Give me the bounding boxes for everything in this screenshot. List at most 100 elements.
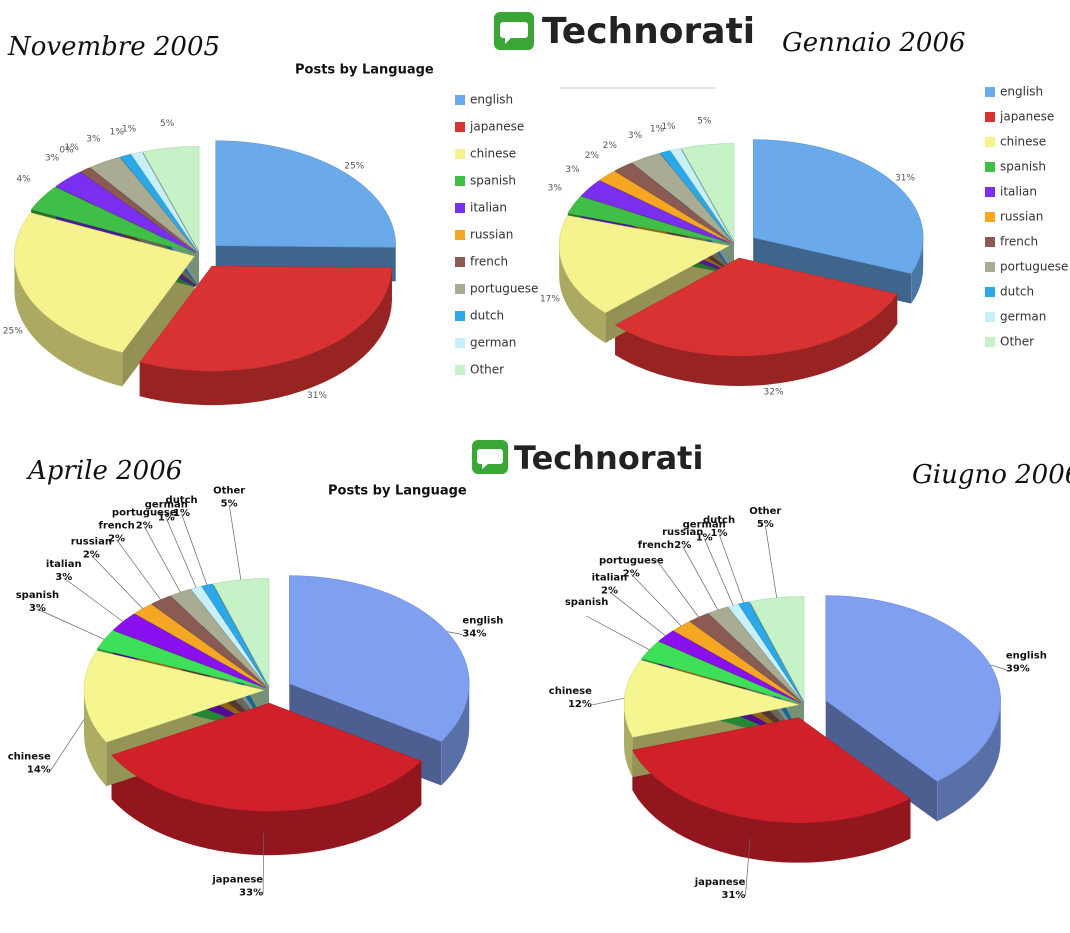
leader-line	[655, 558, 699, 618]
legend-label: english	[1000, 85, 1043, 99]
data-label: 3%	[565, 165, 580, 175]
slice	[672, 621, 802, 703]
slice-wall	[84, 690, 107, 787]
data-label-name: Other	[749, 506, 781, 517]
chart-subtitle: Posts by Language	[295, 63, 434, 78]
data-label-name: italian	[46, 559, 82, 570]
legend-label: italian	[1000, 185, 1037, 199]
legend-label: Other	[470, 363, 504, 377]
data-label: 3%	[29, 603, 46, 614]
data-label: 14%	[27, 764, 51, 775]
data-label: 31%	[721, 890, 745, 901]
leader-line	[181, 513, 208, 586]
legend-label: portuguese	[470, 282, 538, 296]
data-label: 1%	[122, 125, 137, 135]
slice-side	[122, 256, 195, 387]
logo-text: Technorati	[542, 11, 755, 52]
data-label: 2%	[601, 586, 618, 597]
data-label: 4%	[16, 175, 31, 185]
leader-line	[50, 718, 85, 771]
leader-line	[446, 631, 463, 635]
data-label-name: dutch	[703, 515, 735, 526]
data-label: 2%	[83, 549, 100, 560]
pie-labels: english 39% japanese 31% chinese 12% spanish it…	[549, 506, 1047, 901]
leader-line	[262, 833, 265, 894]
data-label: 39%	[1006, 664, 1030, 675]
legend-label: russian	[470, 228, 513, 242]
legend-label: french	[1000, 235, 1038, 249]
data-label: 1%	[711, 528, 728, 539]
data-label-name: chinese	[549, 686, 592, 697]
legend-label: dutch	[1000, 285, 1034, 299]
legend-swatch	[455, 122, 465, 132]
pie-labels: 31%32%17%3%3%2%2%3%1%1%5%	[540, 117, 916, 398]
legend-swatch	[985, 262, 995, 272]
data-label: 3%	[628, 131, 643, 141]
legend-swatch	[985, 112, 995, 122]
slice	[558, 215, 730, 314]
slice-wall	[624, 704, 633, 778]
slice	[142, 146, 200, 253]
logo-bubble	[500, 22, 528, 44]
data-label: 1%	[158, 512, 175, 523]
data-label: 5%	[160, 119, 175, 129]
slice	[749, 596, 805, 702]
leader-line	[591, 697, 625, 706]
data-label: 17%	[540, 294, 560, 304]
slice	[614, 257, 898, 357]
slice	[614, 162, 732, 243]
legend-label: dutch	[470, 309, 504, 323]
leader-line	[718, 533, 745, 603]
legend-swatch	[985, 212, 995, 222]
pie-labels: 25%31%25%4%3%0%1%3%1%1%5%	[3, 119, 365, 401]
data-label-name: german	[683, 519, 726, 530]
data-label-name: english	[462, 616, 503, 627]
data-label-name: russian	[71, 536, 112, 547]
data-label-name: portuguese	[599, 555, 664, 566]
slice	[825, 595, 1001, 782]
leader-line	[116, 539, 161, 600]
leader-line	[37, 608, 105, 640]
slice	[631, 152, 733, 243]
slice-wall	[632, 750, 911, 863]
slice-wall	[111, 755, 422, 856]
chart-title: Aprile 2006	[26, 456, 182, 486]
slice	[201, 583, 269, 687]
slice	[30, 186, 196, 254]
data-label-name: chinese	[8, 751, 51, 762]
legend-swatch	[455, 95, 465, 105]
slice-wall	[441, 683, 470, 786]
leader-line	[228, 504, 242, 580]
slice	[55, 171, 196, 253]
leader-line	[143, 526, 181, 593]
legend-swatch	[455, 365, 465, 375]
pie-chart: Novembre 2005 Posts by Language 25% 31% 25% 4…	[3, 32, 538, 406]
slice	[289, 575, 470, 742]
data-label: 1%	[661, 122, 676, 132]
slice	[170, 588, 268, 688]
data-label-name: japanese	[211, 875, 263, 886]
legend-swatch	[985, 87, 995, 97]
slice	[632, 717, 911, 823]
legend-label: portuguese	[1000, 260, 1068, 274]
data-label: 5%	[221, 499, 238, 510]
data-label: 5%	[757, 519, 774, 530]
legend-label: german	[470, 336, 516, 350]
pie-chart: Giugno 2006 english 39% japanese 31% chinese 1…	[549, 460, 1070, 901]
slice	[190, 585, 268, 687]
chart-title: Gennaio 2006	[782, 28, 966, 58]
legend: english japanese chinese spanish italian russ…	[985, 85, 1068, 349]
pie-tops	[14, 140, 396, 372]
pie-labels: english 34% japanese 33% chinese 14% spanish 3%…	[8, 486, 504, 899]
slice	[689, 613, 802, 703]
slice	[89, 156, 198, 253]
data-label-name: russian	[662, 527, 703, 538]
leader-line	[586, 615, 650, 651]
legend-label: chinese	[470, 147, 516, 161]
legend-label: spanish	[470, 174, 516, 188]
data-label: 25%	[3, 326, 23, 336]
legend-label: japanese	[469, 120, 524, 134]
leader-line	[745, 838, 751, 897]
legend-swatch	[985, 187, 995, 197]
logo: Technorati	[472, 439, 703, 477]
